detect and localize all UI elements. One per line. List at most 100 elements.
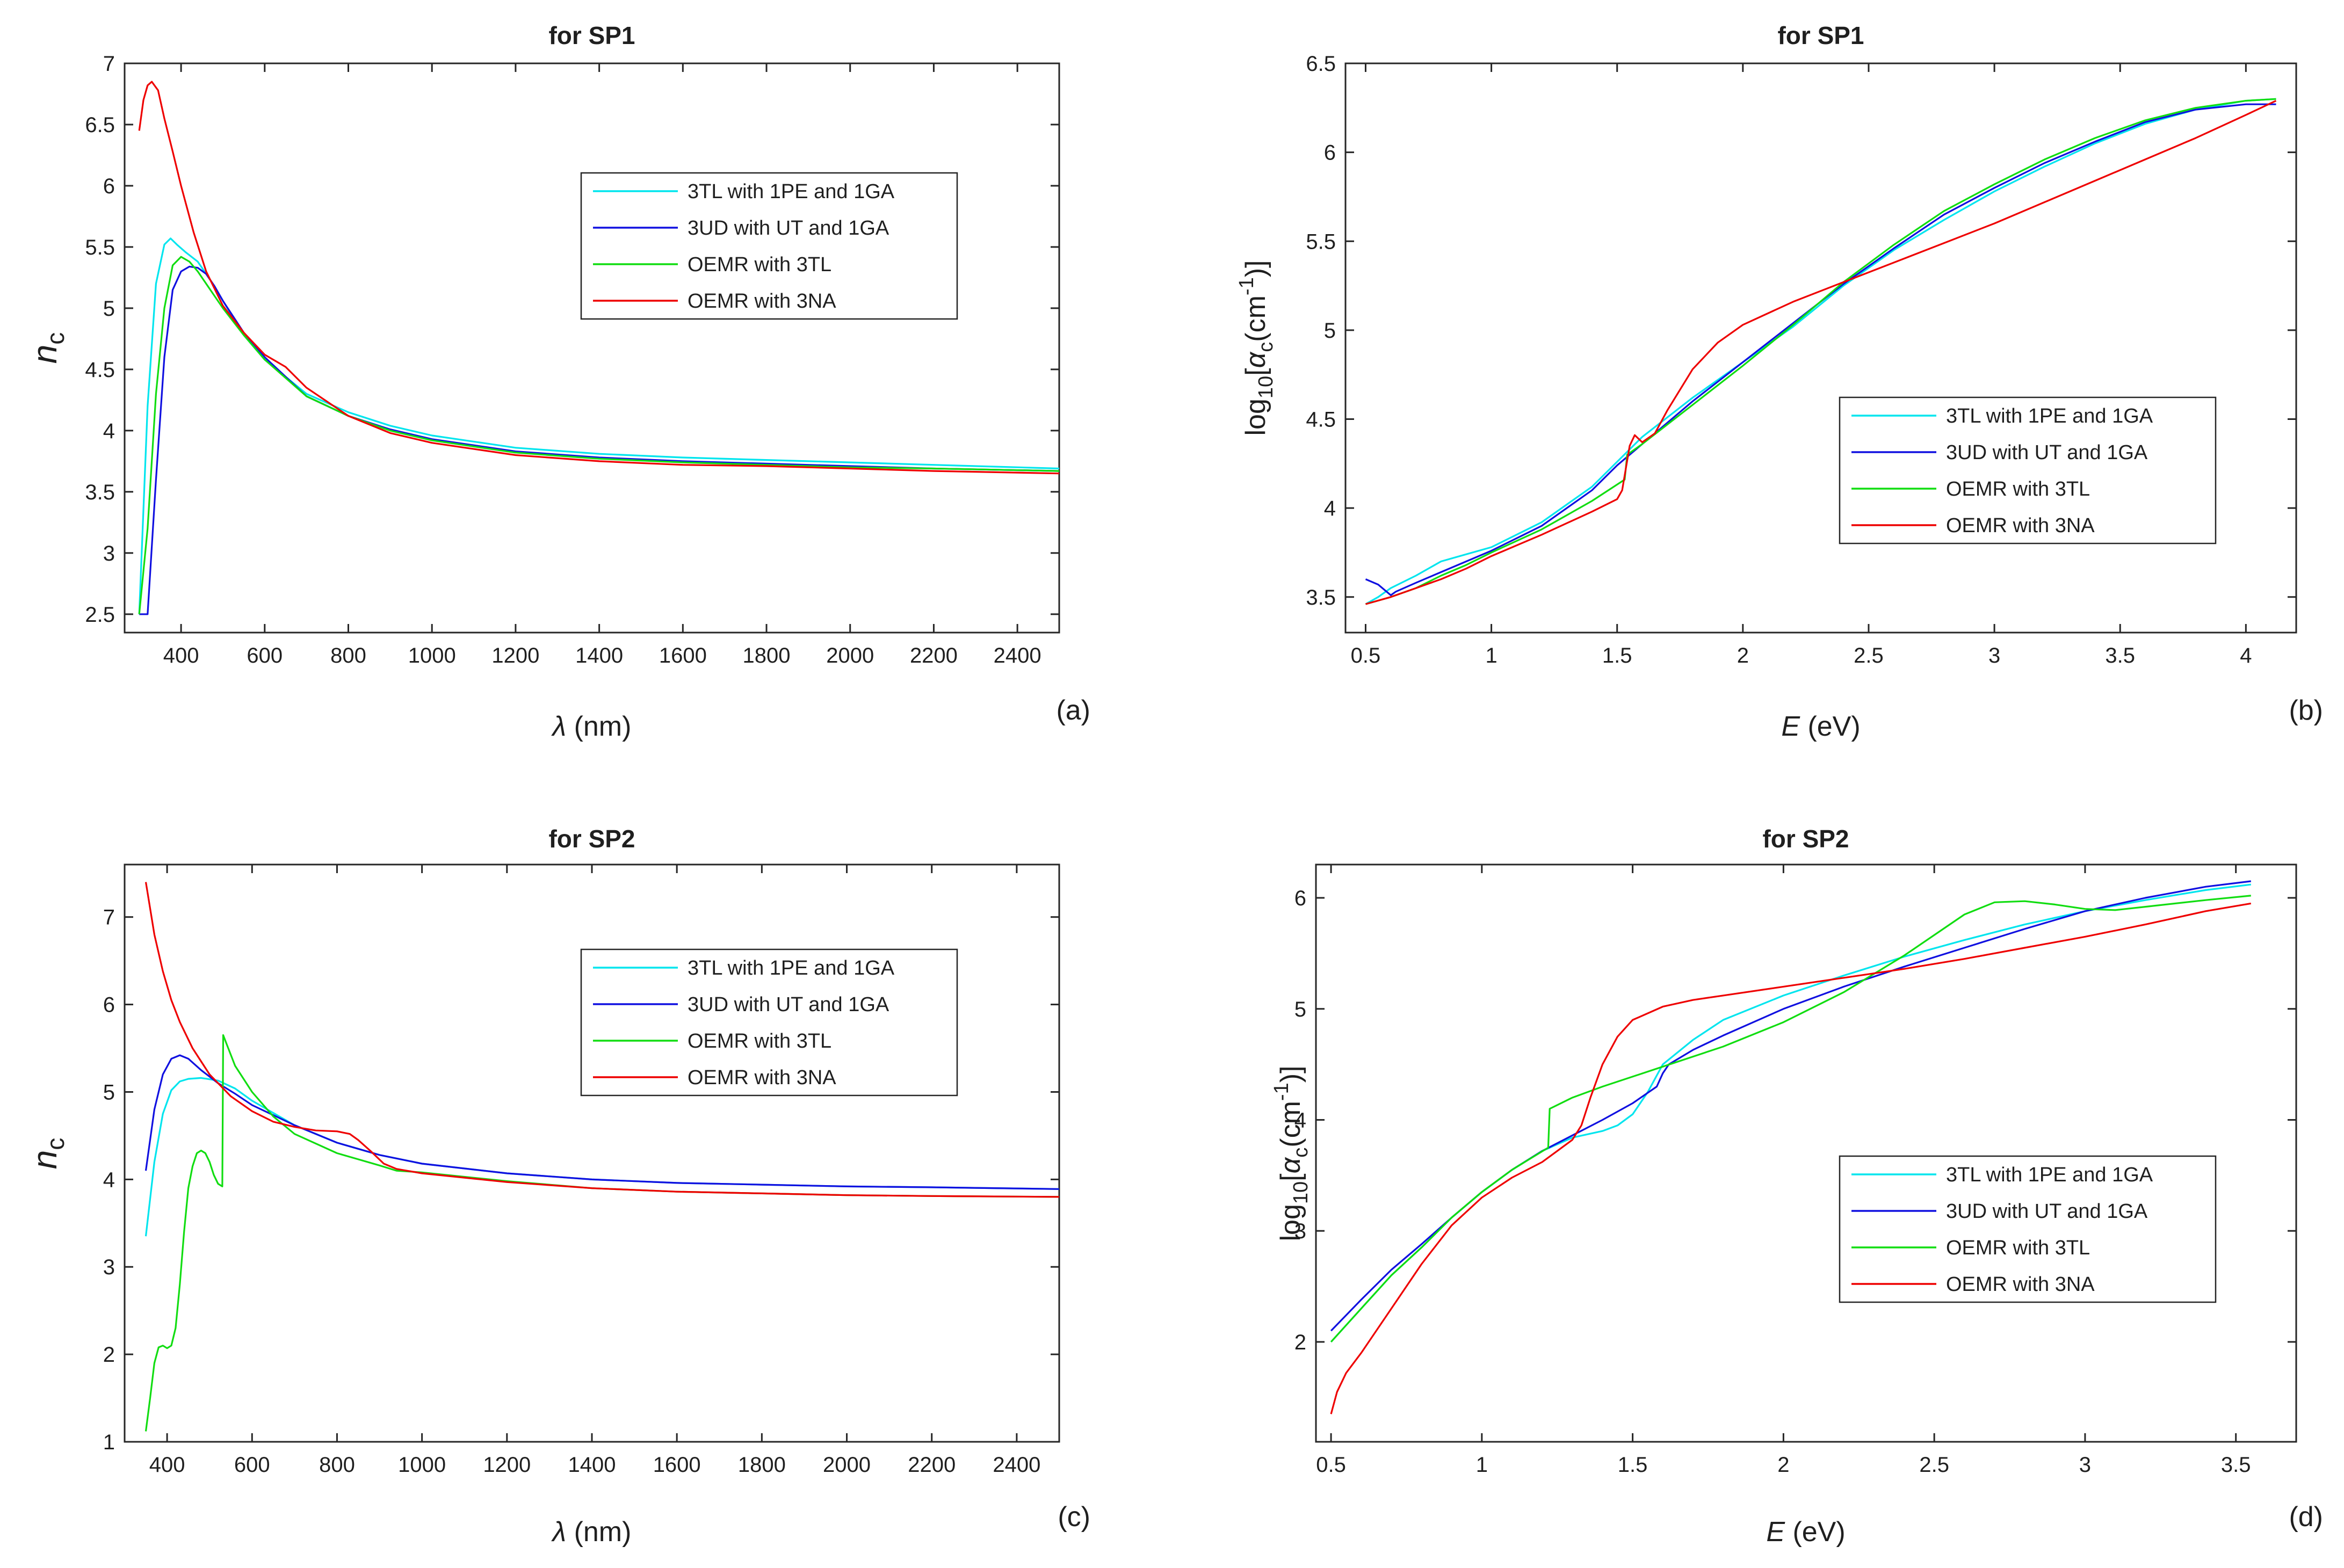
y-tick-label-c-3: 4 (103, 1168, 115, 1192)
plot-area-b (1344, 62, 2297, 634)
x-tick-label-a-10: 2400 (994, 644, 1041, 667)
x-tick-label-a-3: 1000 (408, 644, 456, 667)
plot-area-d (1315, 863, 2297, 1443)
x-tick-label-b-1: 1 (1485, 644, 1497, 667)
y-tick-label-a-5: 5 (103, 297, 115, 321)
ticks-a: 400 600 800 1000 1200 1400 1600 1800 2000 2200 240… (85, 52, 1059, 667)
x-tick-label-d-2: 1.5 (1618, 1453, 1648, 1477)
x-tick-label-d-5: 3 (2079, 1453, 2091, 1477)
panel-label-a: (a) (1056, 695, 1090, 726)
chart-title-b: for SP1 (1777, 21, 1864, 49)
x-axis-label-a: λ (nm) (551, 711, 632, 742)
x-tick-label-c-7: 1800 (738, 1453, 786, 1477)
plot-area-a (124, 62, 1060, 634)
y-axis-label-b: log10[αc(cm-1)] (1235, 260, 1277, 436)
y-tick-label-a-4: 4.5 (85, 358, 115, 382)
y-tick-label-b-1: 4 (1324, 497, 1336, 520)
y-tick-label-a-2: 3.5 (85, 481, 115, 504)
x-tick-label-b-0: 0.5 (1351, 644, 1381, 667)
y-tick-label-a-1: 3 (103, 542, 115, 565)
x-tick-label-b-3: 2 (1737, 644, 1749, 667)
legend-box-b (1839, 396, 2217, 545)
legend-label-d-0: 3TL with 1PE and 1GA (1946, 1164, 2153, 1186)
y-tick-label-b-5: 6 (1324, 141, 1336, 165)
legend-label-c-1: 3UD with UT and 1GA (688, 993, 889, 1016)
y-tick-label-c-6: 7 (103, 906, 115, 930)
x-tick-label-d-3: 2 (1777, 1453, 1789, 1477)
x-tick-label-c-4: 1200 (483, 1453, 531, 1477)
series-line-b-3 (1365, 100, 2277, 605)
legend-label-b-0: 3TL with 1PE and 1GA (1946, 405, 2153, 427)
series-line-b-1 (1365, 103, 2276, 597)
series-line-a-2 (138, 256, 1060, 614)
y-tick-label-c-4: 5 (103, 1080, 115, 1104)
ticks-b: 0.5 1 1.5 2 2.5 3 3.5 4 3.5 4 4.5 5 5.5 6 6.5 (1306, 52, 2296, 667)
y-tick-label-d-1: 3 (1294, 1219, 1306, 1243)
series-group-d (1330, 880, 2252, 1414)
series-line-a-3 (138, 81, 1060, 475)
series-group-c (144, 882, 1060, 1432)
legend-a: 3TL with 1PE and 1GA 3UD with UT and 1GA O… (580, 172, 958, 320)
x-axis-label-c: λ (nm) (551, 1516, 632, 1548)
x-tick-label-c-2: 800 (319, 1453, 355, 1477)
legend-label-c-2: OEMR with 3TL (688, 1030, 831, 1052)
series-line-c-3 (144, 882, 1060, 1198)
legend-label-d-3: OEMR with 3NA (1946, 1273, 2095, 1296)
y-tick-label-c-0: 1 (103, 1431, 115, 1454)
y-tick-label-d-3: 5 (1294, 998, 1306, 1021)
y-tick-label-a-6: 5.5 (85, 236, 115, 259)
panel-a: for SP1 λ (nm) nc (a) 400 600 800 1000 1200 1… (25, 21, 1090, 742)
x-tick-label-c-5: 1400 (568, 1453, 616, 1477)
x-tick-label-d-4: 2.5 (1919, 1453, 1949, 1477)
legend-label-c-3: OEMR with 3NA (688, 1066, 836, 1089)
panel-label-d: (d) (2289, 1501, 2323, 1533)
series-group-a (138, 81, 1060, 615)
y-tick-label-d-0: 2 (1294, 1331, 1306, 1354)
y-axis-label-a: nc (25, 332, 69, 364)
x-tick-label-b-2: 1.5 (1602, 644, 1632, 667)
y-tick-label-a-7: 6 (103, 175, 115, 198)
y-tick-label-c-1: 2 (103, 1343, 115, 1367)
legend-label-b-3: OEMR with 3NA (1946, 514, 2095, 537)
series-line-d-2 (1330, 895, 2251, 1342)
x-tick-label-a-6: 1600 (659, 644, 707, 667)
legend-label-a-2: OEMR with 3TL (688, 253, 831, 276)
x-axis-label-d: E (eV) (1766, 1516, 1845, 1548)
x-tick-label-a-1: 600 (247, 644, 283, 667)
x-tick-label-c-8: 2000 (823, 1453, 871, 1477)
legend-label-a-0: 3TL with 1PE and 1GA (688, 180, 895, 203)
legend-b: 3TL with 1PE and 1GA 3UD with UT and 1GA O… (1839, 396, 2217, 545)
legend-box-d (1839, 1155, 2217, 1303)
series-line-b-2 (1365, 98, 2276, 605)
series-line-d-3 (1330, 902, 2252, 1414)
chart-title-a: for SP1 (548, 21, 635, 49)
x-tick-label-d-1: 1 (1476, 1453, 1488, 1477)
legend-label-b-2: OEMR with 3TL (1946, 478, 2090, 500)
panel-label-c: (c) (1058, 1501, 1090, 1533)
y-axis-label-d: log10[αc(cm-1)] (1270, 1066, 1312, 1242)
y-tick-label-a-0: 2.5 (85, 603, 115, 627)
y-tick-label-b-6: 6.5 (1306, 52, 1336, 76)
x-tick-label-a-7: 1800 (743, 644, 791, 667)
x-tick-label-c-10: 2400 (993, 1453, 1040, 1477)
legend-c: 3TL with 1PE and 1GA 3UD with UT and 1GA O… (580, 948, 958, 1097)
x-tick-label-a-8: 2000 (826, 644, 874, 667)
x-tick-label-a-5: 1400 (575, 644, 623, 667)
y-tick-label-b-0: 3.5 (1306, 586, 1336, 609)
legend-box-c (580, 948, 958, 1097)
x-tick-label-c-9: 2200 (908, 1453, 956, 1477)
y-tick-label-b-3: 5 (1324, 319, 1336, 343)
legend-label-a-1: 3UD with UT and 1GA (688, 217, 889, 239)
series-group-b (1365, 98, 2277, 605)
y-tick-label-a-3: 4 (103, 419, 115, 443)
panel-d: for SP2 E (eV) log10[αc(cm-1)] (d) 0.5 1 1… (1270, 825, 2323, 1548)
panel-c: for SP2 λ (nm) nc (c) 400 600 800 1000 1200 1… (25, 825, 1090, 1548)
x-axis-label-b: E (eV) (1781, 711, 1860, 742)
series-line-b-0 (1365, 98, 2276, 605)
chart-title-c: for SP2 (548, 825, 635, 853)
legend-label-d-1: 3UD with UT and 1GA (1946, 1200, 2148, 1223)
legend-label-a-3: OEMR with 3NA (688, 290, 836, 313)
x-tick-label-a-0: 400 (163, 644, 199, 667)
panel-label-b: (b) (2289, 695, 2323, 726)
